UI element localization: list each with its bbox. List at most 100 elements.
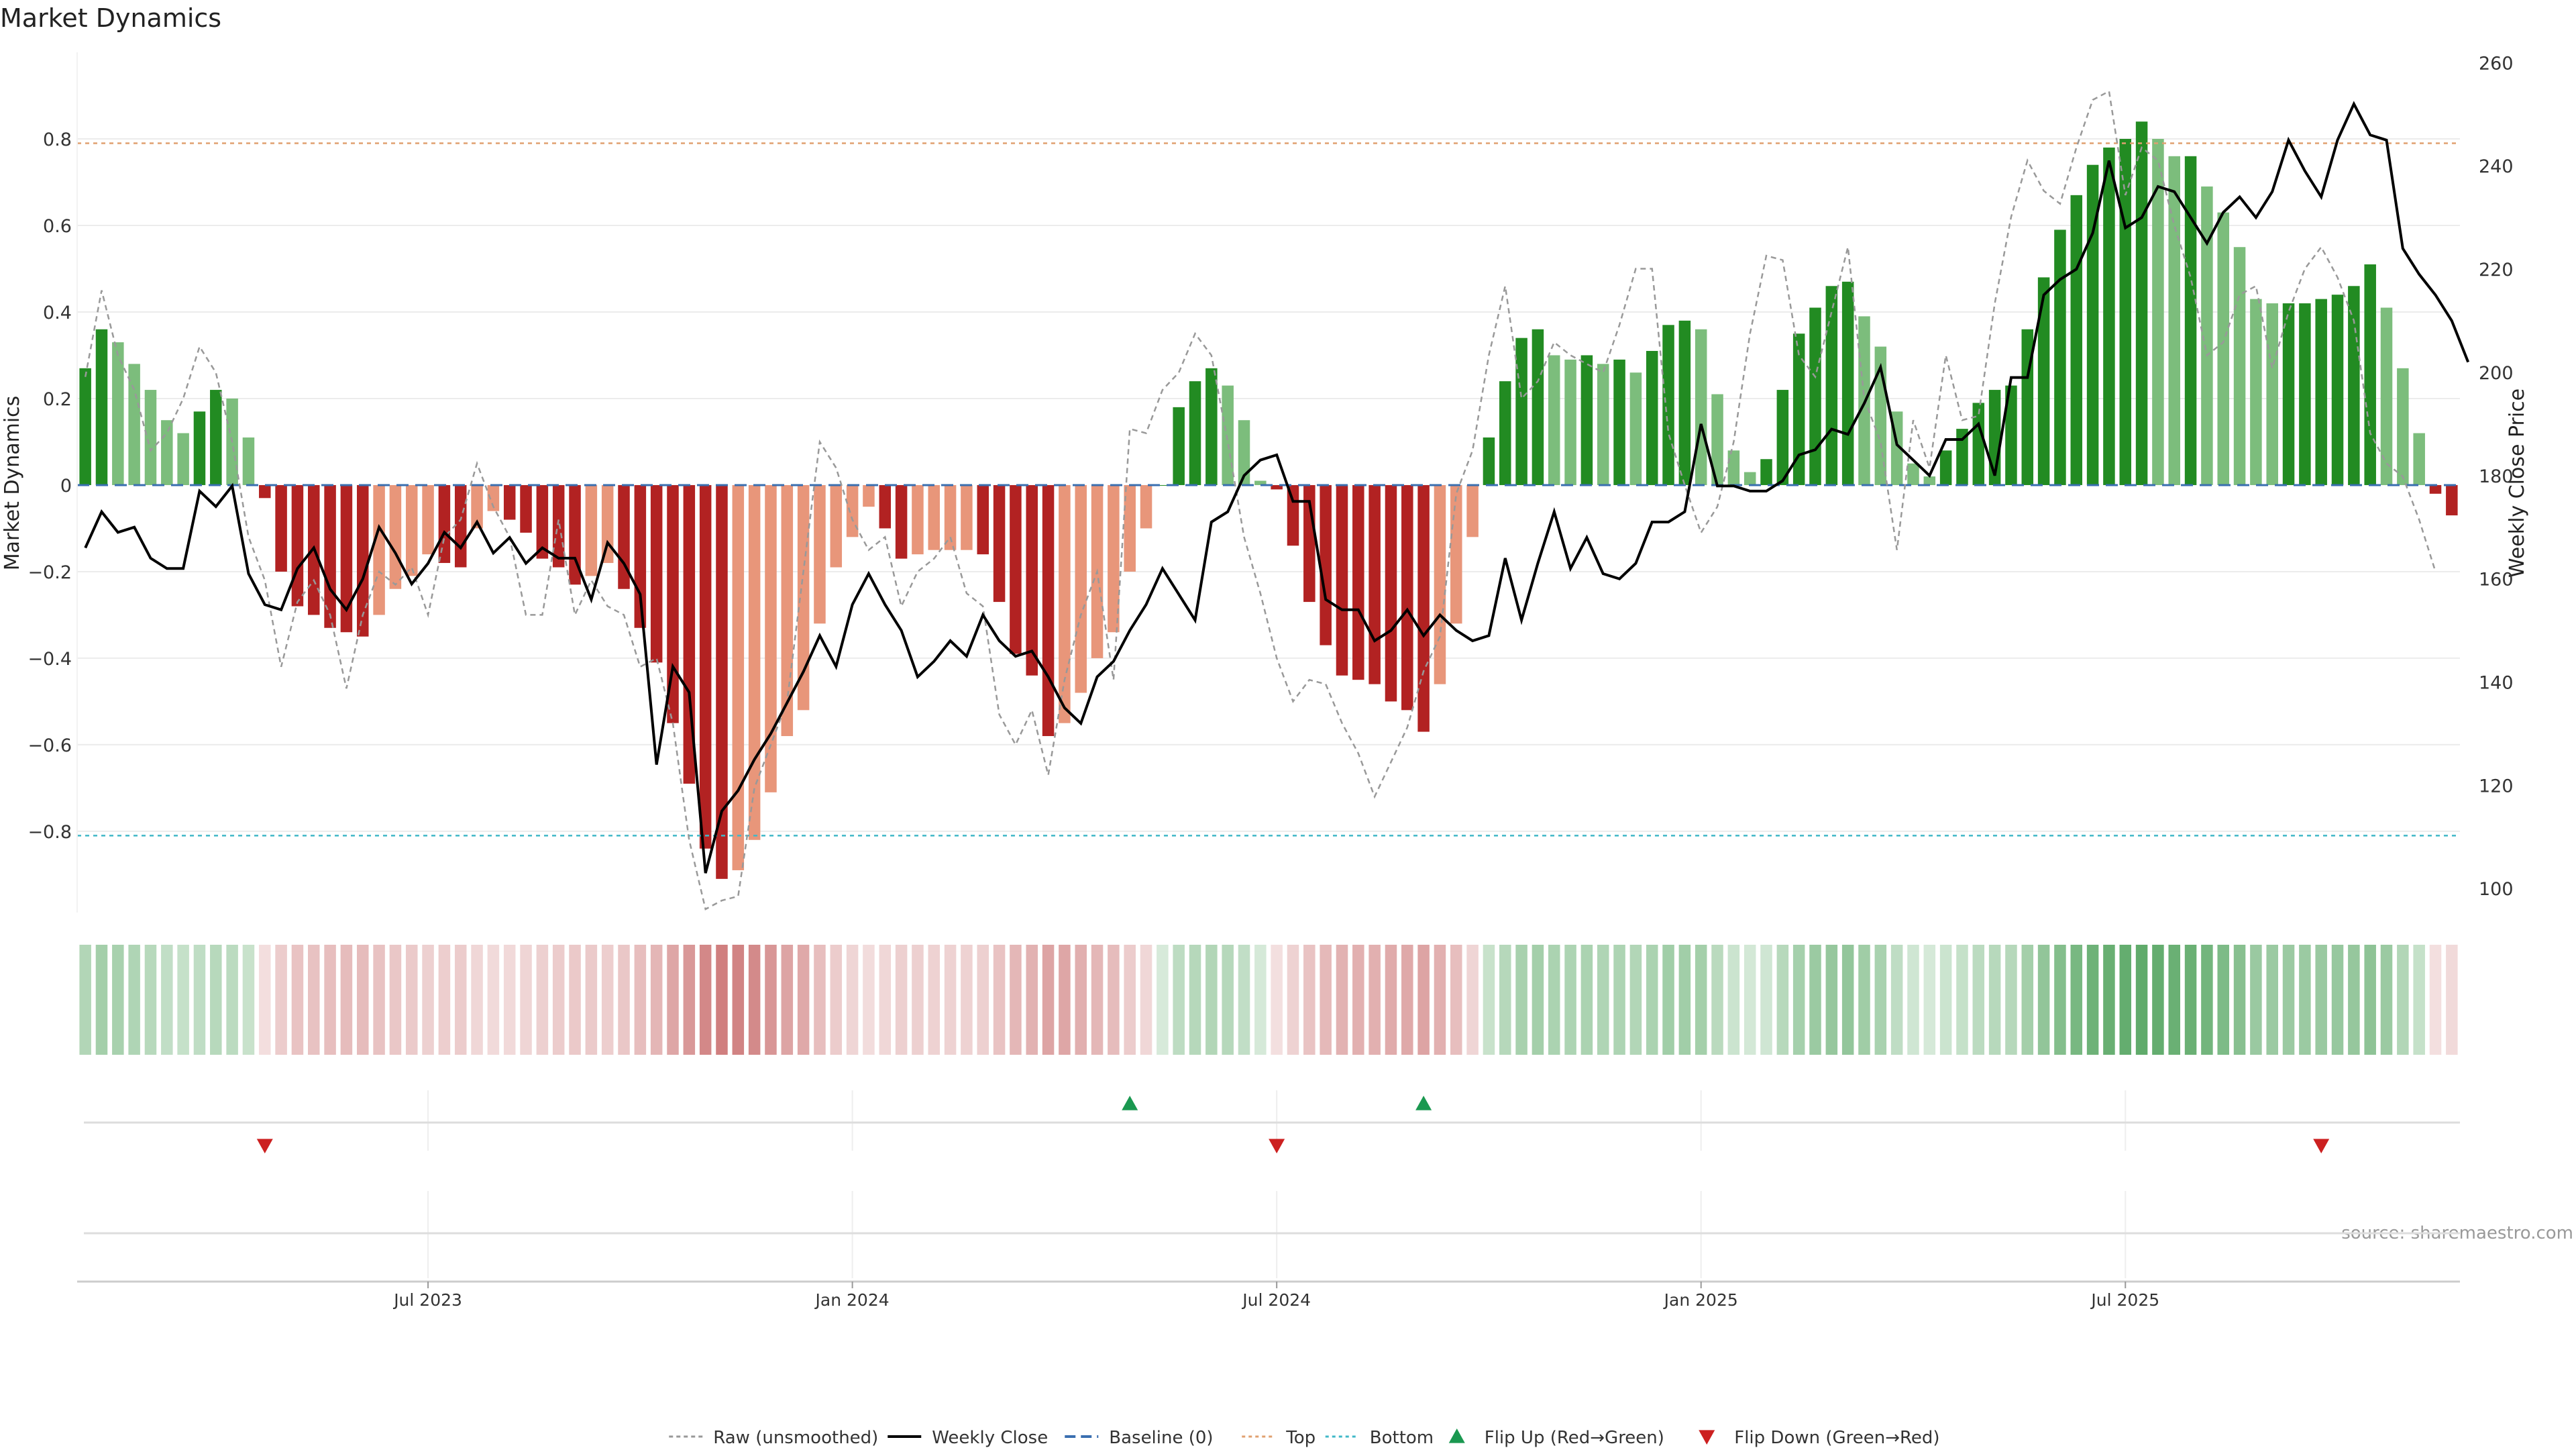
bar <box>356 484 369 637</box>
bar <box>422 484 434 555</box>
heat-cell <box>454 945 467 1055</box>
bar <box>781 484 794 737</box>
flip-markers-panel <box>84 1090 2460 1278</box>
bar <box>1564 359 1576 485</box>
y-tick-label-right: 140 <box>2479 673 2514 694</box>
bar <box>2299 303 2311 485</box>
bar <box>520 484 532 533</box>
heat-cell <box>732 945 745 1055</box>
bar <box>846 484 859 537</box>
bar <box>1809 307 1821 485</box>
bar <box>79 368 91 485</box>
bar <box>765 484 777 792</box>
heat-cell <box>944 945 957 1055</box>
heat-cell <box>1287 945 1299 1055</box>
heat-cell <box>2119 945 2132 1055</box>
heat-cell <box>1923 945 1936 1055</box>
bar <box>1613 359 1625 485</box>
bar <box>1825 286 1838 485</box>
bar <box>1792 333 1805 485</box>
heat-cell <box>487 945 500 1055</box>
bar <box>928 484 941 550</box>
heat-cell <box>2266 945 2278 1055</box>
bar <box>177 433 189 485</box>
bar <box>683 484 696 784</box>
bar <box>1189 381 1201 485</box>
bar <box>471 484 483 529</box>
legend: Raw (unsmoothed) Weekly Close Baseline (0)… <box>669 1428 1940 1448</box>
bar <box>879 484 892 529</box>
heat-cell <box>128 945 140 1055</box>
heat-cell <box>1417 945 1430 1055</box>
heat-cell <box>1336 945 1348 1055</box>
bar <box>128 364 140 485</box>
heat-cell <box>2168 945 2181 1055</box>
heat-cell <box>503 945 516 1055</box>
legend-label: Raw (unsmoothed) <box>713 1428 878 1448</box>
heat-cell <box>405 945 418 1055</box>
weekly-close-line <box>84 101 2470 874</box>
heat-cell <box>1825 945 1838 1055</box>
heat-cell <box>2201 945 2213 1055</box>
heat-cell <box>1157 945 1169 1055</box>
heat-cell <box>193 945 206 1055</box>
y-tick-label-right: 240 <box>2479 156 2514 177</box>
x-tick-label: Jul 2023 <box>392 1290 462 1310</box>
heat-cell <box>112 945 124 1055</box>
heat-cell <box>895 945 908 1055</box>
heat-cell <box>1238 945 1250 1055</box>
raw-line <box>84 90 2436 911</box>
heat-cell <box>1401 945 1413 1055</box>
heat-cell <box>1075 945 1087 1055</box>
heat-cell <box>1450 945 1462 1055</box>
heat-cell <box>1874 945 1887 1055</box>
line-series <box>77 90 2470 911</box>
heat-cell <box>814 945 826 1055</box>
bar <box>487 484 500 511</box>
heat-cell <box>993 945 1006 1055</box>
bar <box>536 484 549 559</box>
bar <box>2119 138 2132 485</box>
y-axis-label-right: Weekly Close Price <box>2506 388 2529 578</box>
bar <box>1010 484 1022 654</box>
heat-cell <box>1988 945 2001 1055</box>
legend-label: Flip Up (Red→Green) <box>1485 1428 1664 1448</box>
bar <box>454 484 467 568</box>
bar <box>2201 186 2213 485</box>
bar <box>1124 484 1136 572</box>
bar <box>2348 286 2360 485</box>
heat-cell <box>2233 945 2246 1055</box>
heat-cell <box>716 945 728 1055</box>
bar <box>259 484 271 499</box>
heat-cell <box>2005 945 2017 1055</box>
bar <box>830 484 843 568</box>
heat-cell <box>1776 945 1789 1055</box>
heat-cell <box>2413 945 2425 1055</box>
bar <box>1271 484 1283 490</box>
bar <box>1368 484 1381 684</box>
heat-cell <box>1205 945 1218 1055</box>
bar <box>1238 420 1250 485</box>
heat-cell <box>601 945 614 1055</box>
heat-cell <box>2364 945 2376 1055</box>
heat-cell <box>2380 945 2393 1055</box>
bar <box>1059 484 1071 723</box>
bar <box>569 484 581 585</box>
legend-label: Bottom <box>1370 1428 1434 1448</box>
y-tick-label-right: 260 <box>2479 53 2514 74</box>
heat-cell <box>2250 945 2262 1055</box>
bar <box>1515 338 1527 485</box>
x-tick-label: Jul 2024 <box>1241 1290 1311 1310</box>
bar <box>1695 329 1707 485</box>
bar <box>1352 484 1364 680</box>
heat-cell <box>1711 945 1723 1055</box>
y-ticks: 0.8 0.6 0.4 0.2 0 −0.2 −0.4 −0.6 −0.8 260 240 220 20… <box>28 53 2513 900</box>
y-tick-label-right: 180 <box>2479 466 2514 487</box>
bar <box>95 329 108 485</box>
heat-cell <box>1646 945 1658 1055</box>
bar <box>1743 472 1756 485</box>
bar <box>2233 247 2246 485</box>
heat-cell <box>210 945 222 1055</box>
heat-cell <box>797 945 810 1055</box>
y-tick-label-right: 220 <box>2479 260 2514 280</box>
